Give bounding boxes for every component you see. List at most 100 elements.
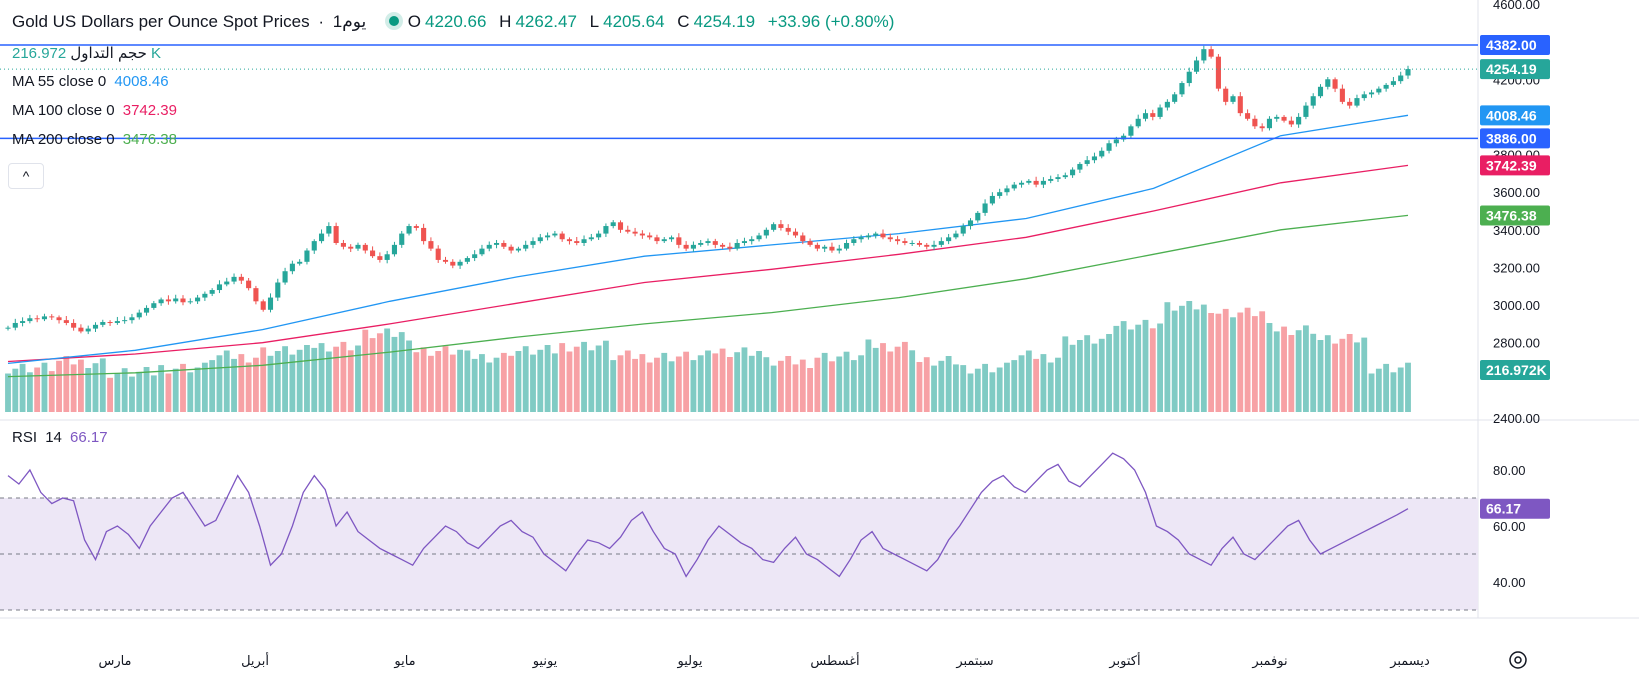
candles <box>5 45 1411 335</box>
candle-body <box>836 248 842 251</box>
collapse-legend-button[interactable]: ^ <box>8 163 44 189</box>
candle-body <box>1040 180 1046 185</box>
volume-bar <box>945 356 952 412</box>
candle-body <box>1310 96 1316 106</box>
candle-body <box>851 239 857 243</box>
interval-separator: · <box>318 12 325 31</box>
candle-body <box>1179 83 1185 95</box>
ma200-legend[interactable]: MA 200 close 0 3476.38 <box>12 131 181 148</box>
candle-body <box>260 301 266 310</box>
candle-body <box>967 220 974 227</box>
volume-bar <box>938 360 945 412</box>
volume-legend[interactable]: حجم التداول 216.972K <box>12 44 165 62</box>
volume-bar <box>1397 367 1404 412</box>
candle-body <box>1033 180 1039 185</box>
volume-bar <box>1055 357 1061 412</box>
volume-bar <box>216 355 223 412</box>
volume-bar <box>1230 317 1236 412</box>
rsi-period: 14 <box>45 429 62 446</box>
volume-bar <box>435 351 442 412</box>
volume-bar <box>274 351 281 412</box>
ma200-label: MA 200 close 0 <box>12 131 115 148</box>
volume-bar <box>960 365 967 412</box>
volume-bar <box>1295 330 1302 412</box>
price-tag-bg <box>1480 155 1550 176</box>
candle-body <box>384 254 390 260</box>
volume-bar <box>209 360 216 412</box>
candle-body <box>822 246 828 249</box>
volume-bar <box>267 355 274 412</box>
volume-bar <box>654 357 660 412</box>
volume-bar <box>603 340 609 412</box>
candle-body <box>778 224 784 228</box>
volume-bar <box>70 364 77 412</box>
rsi-value: 66.17 <box>70 429 108 446</box>
candle-body <box>749 239 755 242</box>
symbol-title[interactable]: Gold US Dollars per Ounce Spot Prices <box>12 12 310 31</box>
price-tick-label: 3200.00 <box>1493 260 1540 275</box>
volume-bar <box>19 363 26 412</box>
ohlc-close: C 4254.19 <box>677 12 756 31</box>
candle-body <box>807 241 813 245</box>
volume-bar <box>865 339 872 412</box>
volume-bar <box>355 345 361 412</box>
volume-bar <box>333 346 340 412</box>
candle-body <box>1237 96 1243 114</box>
volume-bar <box>967 373 974 412</box>
candle-body <box>676 237 682 245</box>
candle-body <box>143 307 150 313</box>
volume-bar <box>245 362 252 412</box>
candle-body <box>537 237 543 242</box>
chevron-up-icon: ^ <box>22 168 30 184</box>
candle-body <box>625 229 631 232</box>
candle-body <box>362 244 368 251</box>
volume-bar <box>712 353 719 412</box>
candle-body <box>763 229 769 236</box>
volume-bar <box>508 355 515 412</box>
volume-bar <box>1135 324 1142 412</box>
volume-bar <box>282 346 288 412</box>
volume-bar <box>909 350 916 412</box>
candle-body <box>63 320 69 323</box>
candle-body <box>12 322 18 328</box>
volume-bar <box>522 346 529 412</box>
rsi-legend[interactable]: RSI 14 66.17 <box>12 429 112 446</box>
volume-bar <box>413 352 420 412</box>
candle-body <box>413 226 419 228</box>
rsi-value-tag: 66.17 <box>1480 498 1550 519</box>
candle-body <box>698 242 704 245</box>
volume-bar <box>41 362 48 412</box>
candle-body <box>639 233 645 236</box>
volume-bar <box>1332 343 1338 412</box>
price-tag-bg <box>1480 360 1550 380</box>
ohlc-open: O 4220.66 <box>407 12 487 31</box>
candle-body <box>78 327 84 332</box>
volume-bar <box>1215 313 1222 412</box>
price-axis: 2400.00 2800.00 3000.00 3200.00 3400.00 3600.… <box>1493 0 1540 426</box>
settings-icon[interactable] <box>1509 651 1527 669</box>
candle-body <box>785 227 791 232</box>
candle-body <box>1099 150 1105 157</box>
ma100-legend[interactable]: MA 100 close 0 3742.39 <box>12 102 181 119</box>
candle-body <box>843 242 850 249</box>
candle-body <box>348 246 354 249</box>
volume-bar <box>785 356 792 412</box>
volume-bar <box>464 350 471 412</box>
candle-body <box>1157 107 1163 117</box>
time-tick-label: مارس <box>98 653 131 669</box>
price-tick-label: 2400.00 <box>1493 411 1540 426</box>
candle-body <box>20 321 26 323</box>
volume-bar <box>778 360 784 412</box>
volume-bar <box>1273 331 1280 412</box>
interval-label[interactable]: 1يوم <box>332 12 367 31</box>
volume-bar <box>347 350 354 412</box>
candle-body <box>122 320 128 322</box>
volume-bar <box>887 351 894 412</box>
candle-body <box>1121 135 1127 140</box>
candle-body <box>457 261 463 266</box>
ma55-legend[interactable]: MA 55 close 0 4008.46 <box>12 73 173 90</box>
candle-body <box>975 212 981 221</box>
candle-body <box>391 244 398 255</box>
price-tag-bg <box>1480 128 1550 149</box>
